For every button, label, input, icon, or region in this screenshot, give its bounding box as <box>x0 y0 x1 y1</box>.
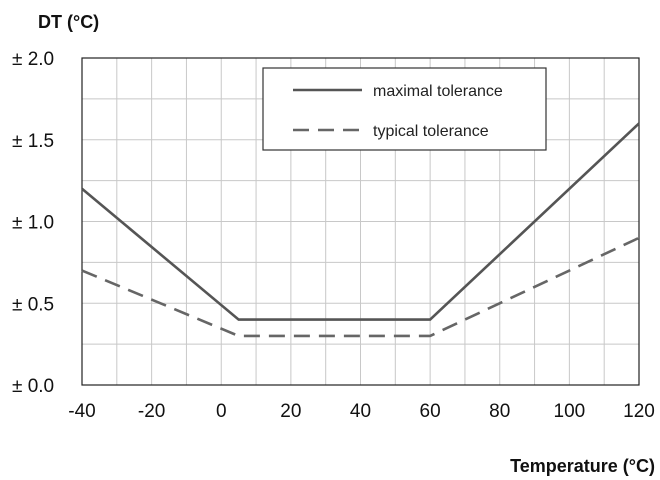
y-tick-label: ± 0.5 <box>12 294 54 315</box>
x-tick-label: -40 <box>68 401 95 422</box>
y-tick-label: ± 2.0 <box>12 49 54 70</box>
y-tick-label: ± 1.0 <box>12 213 54 234</box>
x-tick-labels: -40 -20 0 20 40 60 80 100 120 <box>68 401 655 422</box>
legend-box <box>262 67 547 151</box>
plot-border <box>81 57 640 386</box>
y-tick-label: ± 1.5 <box>12 131 54 152</box>
legend-label-maximal: maximal tolerance <box>373 83 503 100</box>
series-typical-tolerance <box>81 236 640 338</box>
x-tick-label: 100 <box>554 401 586 422</box>
legend-label-typical: typical tolerance <box>373 123 489 140</box>
x-axis-title: Temperature (°C) <box>510 456 655 476</box>
series-layer <box>81 122 640 338</box>
x-tick-label: 60 <box>420 401 441 422</box>
y-tick-labels: ± 0.0 ± 0.5 ± 1.0 ± 1.5 ± 2.0 <box>12 49 54 397</box>
x-tick-label: 20 <box>280 401 301 422</box>
y-tick-label: ± 0.0 <box>12 376 54 397</box>
legend: maximal tolerance typical tolerance <box>262 67 547 151</box>
series-maximal-tolerance <box>81 122 640 321</box>
y-axis-title: DT (°C) <box>38 12 99 32</box>
x-tick-label: 120 <box>623 401 655 422</box>
x-tick-label: 40 <box>350 401 371 422</box>
x-tick-label: -20 <box>138 401 165 422</box>
x-tick-label: 0 <box>216 401 227 422</box>
x-tick-label: 80 <box>489 401 510 422</box>
